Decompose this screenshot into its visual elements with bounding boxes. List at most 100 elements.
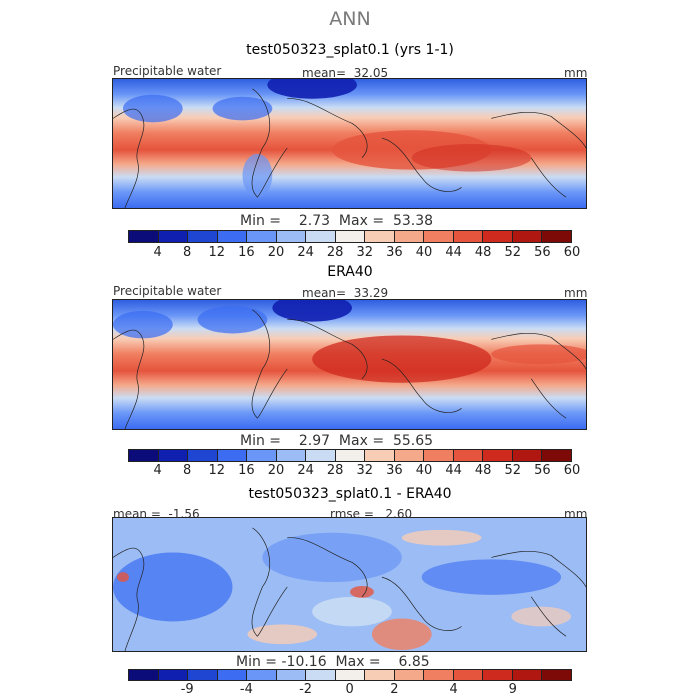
colorbar-swatch: [542, 670, 571, 680]
panel-1-tick: 8: [183, 245, 192, 260]
panel-1-title: test050323_splat0.1 (yrs 1-1): [246, 42, 454, 58]
panel-2-map: [112, 299, 587, 430]
panel-1-tick: 28: [326, 245, 344, 260]
panel-1-colorbar-ticks: 4 8 12 16 20 24 28 32 36 40 44 48 52 56 …: [0, 245, 700, 263]
colorbar-swatch: [158, 231, 189, 242]
panel-1-tick: 32: [356, 245, 374, 260]
panel-2-variable-label: Precipitable water: [113, 284, 222, 298]
colorbar-swatch: [217, 231, 248, 242]
colorbar-swatch: [158, 670, 189, 680]
colorbar-swatch: [424, 670, 454, 680]
colorbar-swatch: [453, 231, 484, 242]
colorbar-swatch: [365, 231, 395, 242]
panel-3-colorbar: [128, 669, 572, 681]
colorbar-swatch: [483, 670, 513, 680]
panel-1-tick: 4: [153, 245, 162, 260]
panel-3-title: test050323_splat0.1 - ERA40: [248, 486, 452, 502]
colorbar-swatch: [365, 450, 395, 461]
colorbar-swatch: [512, 450, 543, 461]
colorbar-swatch: [335, 231, 366, 242]
panel-2-tick: 28: [326, 463, 344, 478]
panel-2-tick: 60: [563, 463, 581, 478]
colorbar-swatch: [483, 450, 513, 461]
colorbar-swatch: [512, 670, 543, 680]
panel-2-min-max: Min = 2.97 Max = 55.65: [240, 433, 434, 449]
panel-1-map: [112, 78, 587, 209]
colorbar-swatch: [217, 670, 248, 680]
panel-2-tick: 4: [153, 463, 162, 478]
colorbar-swatch: [394, 670, 425, 680]
panel-1-tick: 48: [474, 245, 492, 260]
panel-2-tick: 12: [208, 463, 226, 478]
colorbar-swatch: [365, 670, 395, 680]
panel-3-tick: 4: [449, 682, 458, 697]
colorbar-swatch: [453, 670, 484, 680]
panel-2-tick: 36: [386, 463, 403, 478]
panel-2-max-value: 55.65: [392, 433, 434, 449]
colorbar-swatch: [188, 670, 218, 680]
panel-2-units: mm: [564, 286, 588, 300]
colorbar-swatch: [188, 231, 218, 242]
panel-3-tick: -9: [180, 682, 194, 697]
panel-2-tick: 44: [445, 463, 462, 478]
colorbar-swatch: [542, 450, 571, 461]
panel-2-tick: 20: [267, 463, 285, 478]
panel-1-mean-label: mean= 32.05: [302, 66, 389, 80]
panel-2-tick: 32: [356, 463, 374, 478]
panel-1-min-max: Min = 2.73 Max = 53.38: [240, 213, 434, 229]
colorbar-swatch: [129, 450, 159, 461]
colorbar-swatch: [217, 450, 248, 461]
colorbar-swatch: [424, 231, 454, 242]
colorbar-swatch: [306, 450, 336, 461]
panel-2-tick: 52: [504, 463, 522, 478]
panel-2-min-value: 2.97: [298, 433, 331, 449]
panel-1-colorbar: [128, 230, 572, 243]
colorbar-swatch: [335, 450, 366, 461]
panel-1-tick: 40: [415, 245, 433, 260]
colorbar-swatch: [276, 670, 307, 680]
panel-2-title: ERA40: [327, 264, 373, 280]
panel-3-max-value: 6.85: [398, 654, 430, 670]
panel-1-mean-value: 32.05: [353, 66, 389, 80]
colorbar-swatch: [188, 450, 218, 461]
panel-2-tick: 24: [297, 463, 314, 478]
panel-2-tick: 8: [183, 463, 192, 478]
colorbar-swatch: [158, 450, 189, 461]
panel-1-variable-label: Precipitable water: [113, 64, 222, 78]
colorbar-swatch: [276, 231, 307, 242]
panel-1-tick: 36: [386, 245, 403, 260]
panel-1-tick: 20: [267, 245, 285, 260]
panel-1-tick: 56: [534, 245, 551, 260]
colorbar-swatch: [453, 450, 484, 461]
figure-title: ANN: [329, 8, 371, 30]
panel-2-mean-label: mean= 33.29: [302, 286, 389, 300]
panel-3-colorbar-ticks: -9 -4 -2 0 2 4 9: [0, 682, 700, 700]
panel-3-map: [112, 517, 587, 652]
colorbar-swatch: [129, 231, 159, 242]
panel-1-min-value: 2.73: [298, 213, 331, 229]
panel-3-tick: 9: [508, 682, 517, 697]
panel-2-colorbar-ticks: 4 8 12 16 20 24 28 32 36 40 44 48 52 56 …: [0, 463, 700, 481]
colorbar-swatch: [394, 450, 425, 461]
colorbar-swatch: [306, 231, 336, 242]
panel-2-tick: 56: [534, 463, 551, 478]
colorbar-swatch: [306, 670, 336, 680]
colorbar-swatch: [483, 231, 513, 242]
panel-2-colorbar: [128, 449, 572, 462]
panel-2-tick: 48: [474, 463, 492, 478]
panel-1-tick: 24: [297, 245, 314, 260]
panel-1-tick: 44: [445, 245, 462, 260]
colorbar-swatch: [512, 231, 543, 242]
panel-1-tick: 52: [504, 245, 522, 260]
panel-3-tick: -2: [299, 682, 313, 697]
panel-1-tick: 60: [563, 245, 581, 260]
panel-3-tick: 2: [390, 682, 399, 697]
panel-1-units: mm: [564, 66, 588, 80]
panel-1-tick: 16: [238, 245, 255, 260]
panel-1-max-value: 53.38: [392, 213, 434, 229]
colorbar-swatch: [276, 450, 307, 461]
panel-2-tick: 40: [415, 463, 433, 478]
colorbar-swatch: [129, 670, 159, 680]
colorbar-swatch: [335, 670, 366, 680]
panel-2-mean-value: 33.29: [353, 286, 389, 300]
